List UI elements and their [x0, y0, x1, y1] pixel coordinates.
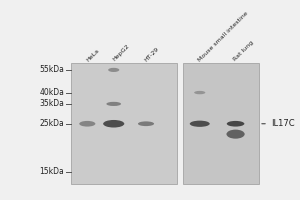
- Ellipse shape: [227, 121, 244, 127]
- Text: HT-29: HT-29: [144, 46, 160, 62]
- Text: 35kDa: 35kDa: [40, 99, 64, 108]
- Text: 15kDa: 15kDa: [40, 167, 64, 176]
- Text: HeLa: HeLa: [85, 48, 100, 62]
- Ellipse shape: [103, 120, 124, 128]
- Ellipse shape: [190, 121, 210, 127]
- Text: 40kDa: 40kDa: [40, 88, 64, 97]
- Ellipse shape: [226, 130, 245, 139]
- Text: Rat lung: Rat lung: [232, 40, 254, 62]
- Ellipse shape: [138, 121, 154, 126]
- Text: HepG2: HepG2: [112, 44, 130, 62]
- Text: IL17C: IL17C: [262, 119, 294, 128]
- Ellipse shape: [79, 121, 95, 127]
- Ellipse shape: [194, 91, 205, 94]
- FancyBboxPatch shape: [183, 63, 259, 184]
- Text: Mouse small intestine: Mouse small intestine: [197, 10, 249, 62]
- Ellipse shape: [106, 102, 121, 106]
- Text: 55kDa: 55kDa: [40, 65, 64, 74]
- Text: 25kDa: 25kDa: [40, 119, 64, 128]
- Ellipse shape: [108, 68, 119, 72]
- FancyBboxPatch shape: [71, 63, 177, 184]
